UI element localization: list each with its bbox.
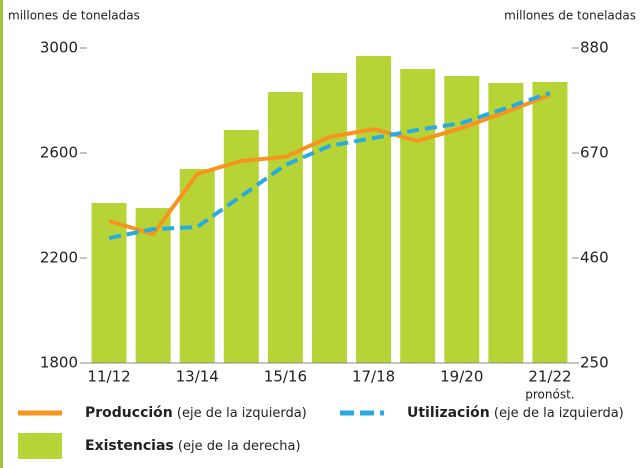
x-tick-label: 15/16 xyxy=(264,368,307,386)
y2-tick-label: 460 xyxy=(580,249,609,267)
legend-note: (eje de la izquierda) xyxy=(173,406,307,421)
x-tick-label: 13/14 xyxy=(176,368,219,386)
y2-tick-label: 250 xyxy=(580,354,609,372)
y-tick-label: 1800 xyxy=(40,354,78,372)
legend-note: (eje de la izquierda) xyxy=(490,406,624,421)
bar xyxy=(91,203,127,363)
x-tick-label: 19/20 xyxy=(440,368,483,386)
y2-tick-label: 670 xyxy=(580,144,609,162)
y2-tick-label: 880 xyxy=(580,39,609,57)
bar xyxy=(312,73,347,363)
y-tick-label: 2600 xyxy=(40,144,78,162)
legend-entry: Utilización (eje de la izquierda) xyxy=(407,405,624,421)
bar xyxy=(444,76,480,363)
legend-note: (eje de la derecha) xyxy=(174,439,301,454)
x-tick-label: 17/18 xyxy=(352,368,395,386)
bar xyxy=(400,69,436,363)
legend-name: Existencias xyxy=(85,438,174,454)
data-line xyxy=(108,90,551,241)
bar xyxy=(356,56,392,363)
left-border xyxy=(0,0,3,468)
legend-entry: Existencias (eje de la derecha) xyxy=(85,438,301,454)
legend-swatch xyxy=(18,433,62,459)
annotation: pronóst. xyxy=(525,388,574,402)
bar xyxy=(488,83,524,363)
bar xyxy=(223,130,259,363)
y-axis-label: millones de toneladas xyxy=(8,9,140,23)
bar xyxy=(532,82,568,363)
y2-axis-label: millones de toneladas xyxy=(504,9,636,23)
y-tick-label: 2200 xyxy=(40,249,78,267)
legend-name: Producción xyxy=(85,405,173,421)
legend-name: Utilización xyxy=(407,405,490,421)
bar xyxy=(267,92,303,363)
data-line xyxy=(108,93,551,237)
bar xyxy=(179,169,215,363)
legend-entry: Producción (eje de la izquierda) xyxy=(85,405,307,421)
y-tick-label: 3000 xyxy=(40,39,78,57)
x-tick-label: 11/12 xyxy=(87,368,130,386)
x-tick-label: 21/22 xyxy=(528,368,571,386)
